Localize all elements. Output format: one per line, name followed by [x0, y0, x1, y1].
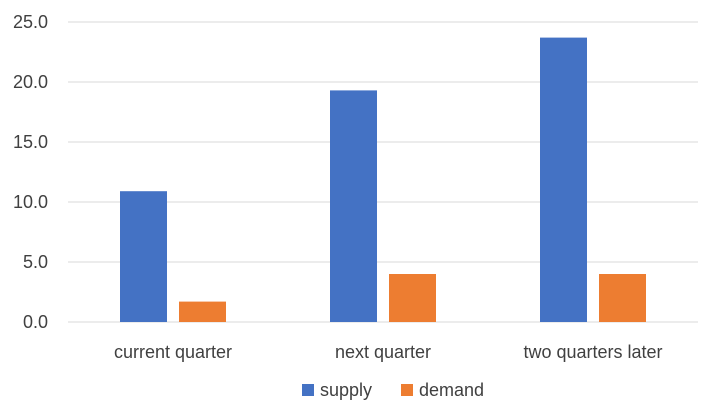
- legend-label-demand: demand: [419, 380, 484, 400]
- y-tick-label: 10.0: [13, 192, 48, 212]
- legend-swatch-supply: [302, 384, 314, 396]
- y-tick-label: 25.0: [13, 12, 48, 32]
- legend-item-supply: supply: [302, 380, 372, 400]
- legend-swatch-demand: [401, 384, 413, 396]
- y-tick-label: 20.0: [13, 72, 48, 92]
- demand-bar: [179, 301, 226, 322]
- legend: supply demand: [302, 380, 484, 400]
- supply-bar: [540, 37, 587, 322]
- legend-item-demand: demand: [401, 380, 484, 400]
- y-tick-label: 0.0: [23, 312, 48, 332]
- demand-bar: [389, 274, 436, 322]
- x-tick-label: two quarters later: [523, 342, 662, 362]
- x-tick-label: next quarter: [335, 342, 431, 362]
- x-tick-label: current quarter: [114, 342, 232, 362]
- legend-label-supply: supply: [320, 380, 372, 400]
- supply-bar: [120, 191, 167, 322]
- x-axis-tick-labels: current quarter next quarter two quarters …: [114, 342, 663, 362]
- supply-bar: [330, 90, 377, 323]
- gridlines: [68, 21, 698, 323]
- bars: [120, 37, 646, 323]
- y-tick-label: 15.0: [13, 132, 48, 152]
- demand-bar: [599, 274, 646, 322]
- y-tick-label: 5.0: [23, 252, 48, 272]
- y-axis-tick-labels: 0.0 5.0 10.0 15.0 20.0 25.0: [13, 12, 48, 332]
